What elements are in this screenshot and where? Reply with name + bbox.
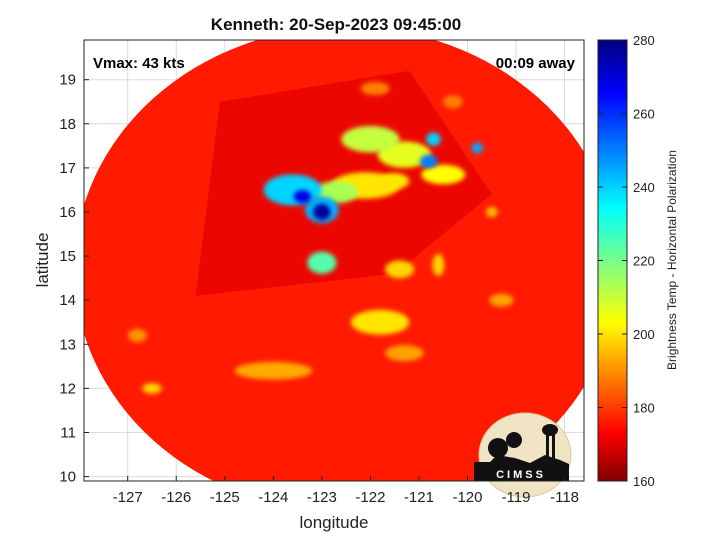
convection-cell	[360, 81, 390, 96]
y-tick-label: 15	[59, 248, 76, 265]
colorbar-tick-label: 200	[633, 327, 655, 342]
y-axis-ticks: 10 11 12 13 14 15 16 17 18 19	[59, 72, 89, 486]
convection-cell	[307, 251, 337, 274]
convection-cell	[234, 361, 313, 380]
x-tick-label: -123	[307, 489, 337, 506]
time-away-annotation: 00:09 away	[496, 55, 576, 72]
y-axis-label: latitude	[33, 233, 52, 288]
colorbar-tick-label: 280	[633, 33, 655, 48]
convection-cell	[341, 125, 400, 153]
plot-frame	[83, 39, 585, 482]
y-tick-label: 14	[59, 292, 76, 309]
convection-cell	[471, 142, 484, 154]
convection-cell	[127, 328, 148, 343]
colorbar-tick-label: 220	[633, 254, 655, 269]
convection-cell	[443, 95, 463, 109]
x-tick-label: -118	[550, 489, 579, 506]
x-tick-label: -122	[355, 489, 385, 506]
y-tick-label: 17	[59, 160, 76, 177]
convection-cell	[384, 260, 415, 279]
convection-cell	[313, 204, 331, 220]
colorbar-tick-label: 180	[633, 401, 655, 416]
convection-cell	[142, 383, 162, 394]
colorbar-tick-label: 260	[633, 107, 655, 122]
colorbar-tick-label: 240	[633, 180, 655, 195]
x-axis-label: longitude	[299, 513, 368, 532]
convection-cell	[426, 132, 441, 146]
convection-cell	[432, 253, 445, 276]
y-tick-label: 12	[59, 380, 76, 397]
x-axis-ticks: -127 -126 -125 -124 -123 -122 -121 -120 -119 -118	[113, 476, 579, 506]
convection-cell	[384, 345, 424, 362]
convection-cell	[489, 293, 514, 307]
x-tick-label: -119	[502, 489, 531, 506]
colorbar-label: Brightness Temp - Horizontal Polarizatio…	[665, 150, 679, 370]
y-tick-label: 10	[59, 469, 76, 486]
colorbar-ticks: 280 260 240 220 200 180 160	[598, 33, 655, 489]
vmax-annotation: Vmax: 43 kts	[93, 55, 185, 72]
cimss-logo: CIMSS	[474, 412, 572, 498]
chart-title: Kenneth: 20-Sep-2023 09:45:00	[211, 15, 461, 34]
convection-cell	[421, 164, 466, 185]
convection-cell	[350, 309, 410, 335]
x-tick-label: -125	[210, 489, 240, 506]
y-tick-label: 13	[59, 336, 76, 353]
colorbar-tick-label: 160	[633, 474, 655, 489]
x-tick-label: -124	[258, 489, 288, 506]
x-tick-label: -126	[161, 489, 191, 506]
convection-features	[127, 81, 514, 394]
x-tick-label: -120	[452, 489, 482, 506]
convection-cell	[485, 206, 498, 218]
convection-cell	[419, 154, 438, 168]
logo-text: CIMSS	[496, 469, 546, 481]
y-tick-label: 19	[59, 72, 76, 89]
convection-cell	[380, 173, 410, 190]
x-tick-label: -121	[404, 489, 434, 506]
y-tick-label: 16	[59, 204, 76, 221]
y-tick-label: 11	[60, 424, 76, 441]
y-tick-label: 18	[59, 116, 76, 133]
convection-cell	[293, 189, 312, 204]
x-tick-label: -127	[113, 489, 143, 506]
